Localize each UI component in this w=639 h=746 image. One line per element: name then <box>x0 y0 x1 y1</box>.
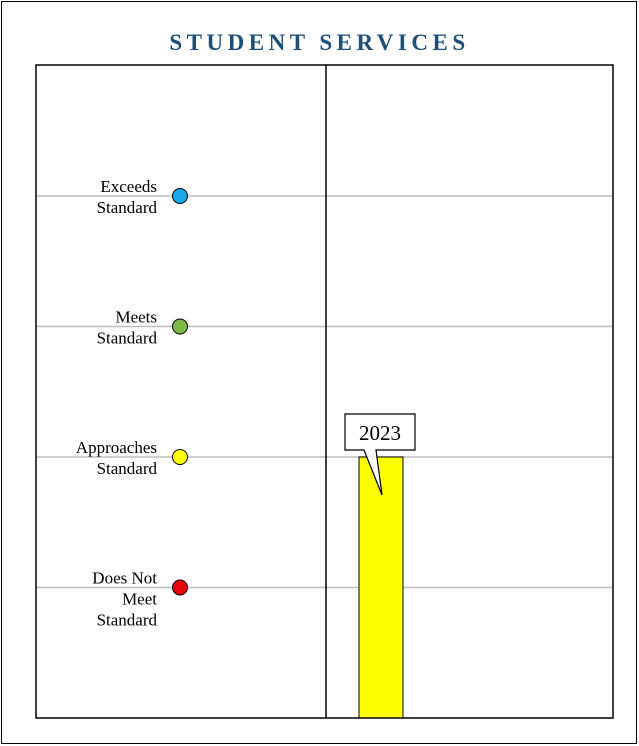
level-label-line: Meet <box>122 590 157 609</box>
level-label-line: Meets <box>115 308 157 327</box>
level-label-line: Approaches <box>76 438 157 457</box>
level-label-line: Does Not <box>92 569 157 588</box>
level-label-line: Standard <box>97 611 158 630</box>
level-marker-3 <box>172 449 188 465</box>
level-label-1: Exceeds Standard <box>97 177 158 217</box>
level-label-line: Standard <box>97 198 158 217</box>
callout-box-2023 <box>344 413 416 496</box>
level-label-line: Standard <box>97 459 158 478</box>
level-label-3: Approaches Standard <box>76 438 158 478</box>
callout-label-2023: 2023 <box>359 421 401 445</box>
level-marker-4 <box>172 579 188 596</box>
level-label-4: Does Not Meet Standard <box>92 569 157 630</box>
level-label-line: Standard <box>97 329 158 348</box>
bar-2023 <box>358 456 404 719</box>
level-label-2: Meets Standard <box>97 308 158 348</box>
level-marker-1 <box>172 188 188 204</box>
chart-title: STUDENT SERVICES <box>169 30 470 55</box>
plot-border <box>35 64 614 719</box>
level-label-line: Exceeds <box>100 177 157 196</box>
level-marker-2 <box>172 318 188 335</box>
